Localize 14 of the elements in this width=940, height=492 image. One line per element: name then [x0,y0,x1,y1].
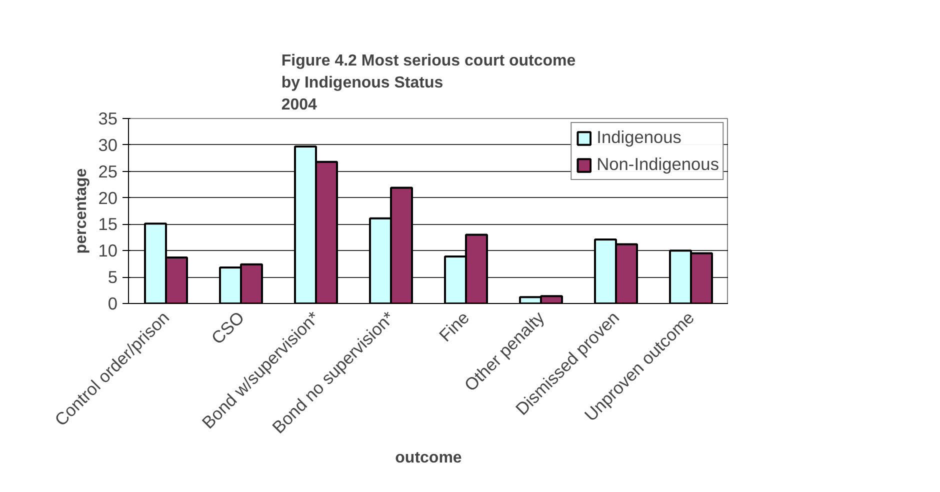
chart-title: Figure 4.2 Most serious court outcome by Indigenous Status 2004 [281,52,576,114]
legend-label: Non-Indigenous [596,154,719,175]
x-tick-label: Fine [435,307,474,346]
y-tick-label: 30 [98,134,118,155]
y-tick-label: 20 [98,188,118,208]
legend-label: Indigenous [596,127,682,148]
y-tick-label: 35 [98,108,118,128]
x-axis-title: outcome [395,449,462,466]
y-tick-label: 5 [108,267,118,288]
y-tick-label: 15 [98,214,118,234]
y-tick-label: 10 [98,240,118,261]
y-axis-title: percentage [73,168,90,254]
y-tick-label: 25 [98,161,118,182]
y-tick-label: 0 [108,294,118,314]
